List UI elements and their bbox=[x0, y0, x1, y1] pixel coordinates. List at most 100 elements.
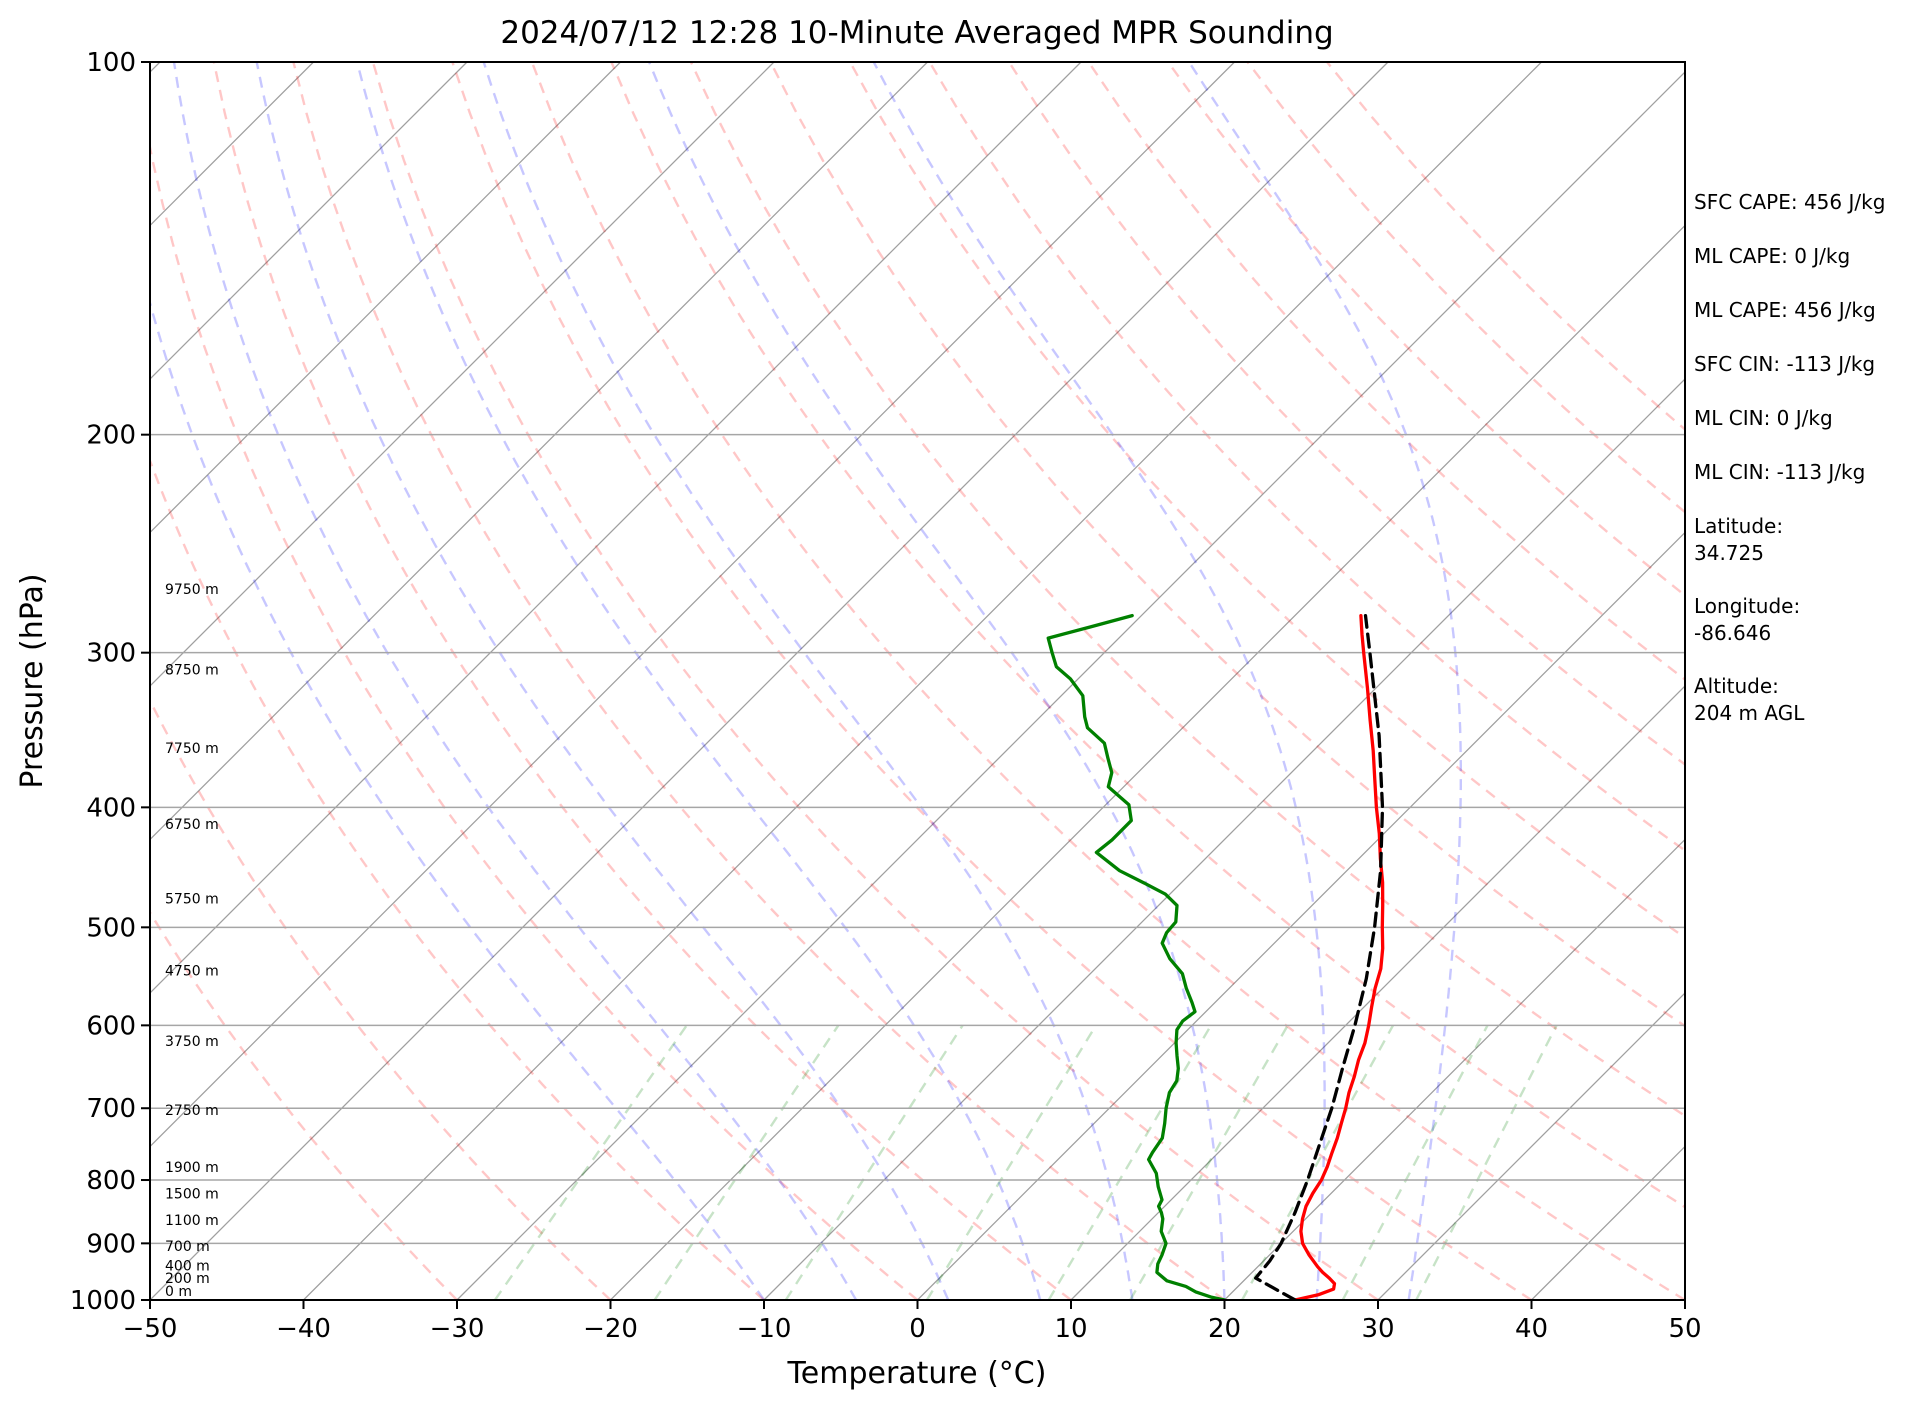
moist-adiabat-line bbox=[172, 62, 858, 1300]
dry-adiabat-line bbox=[848, 62, 1685, 940]
x-tick-label: −40 bbox=[276, 1314, 331, 1344]
dry-adiabat-line bbox=[292, 62, 1226, 1300]
x-tick-label: −10 bbox=[737, 1314, 792, 1344]
sounding-parameter: SFC CIN: -113 J/kg bbox=[1694, 352, 1875, 376]
x-tick-label: 50 bbox=[1668, 1314, 1701, 1344]
y-tick-label: 200 bbox=[86, 421, 136, 451]
isotherm-line bbox=[150, 62, 775, 687]
dry-adiabat-line bbox=[689, 62, 1685, 1118]
mixing-ratio-line bbox=[1415, 1024, 1558, 1300]
dewpoint-profile bbox=[1046, 613, 1227, 1300]
sounding-parameter: -86.646 bbox=[1694, 621, 1771, 645]
y-tick-label: 900 bbox=[86, 1229, 136, 1259]
isotherm-line bbox=[150, 62, 1389, 1300]
altitude-label: 3750 m bbox=[165, 1034, 219, 1050]
dry-adiabat-line bbox=[928, 62, 1685, 852]
altitude-label: 7750 m bbox=[165, 741, 219, 757]
x-tick-label: −20 bbox=[583, 1314, 638, 1344]
altitude-label: 700 m bbox=[165, 1239, 210, 1255]
moist-adiabat-line bbox=[872, 62, 1326, 1300]
moist-adiabat-line bbox=[1187, 62, 1462, 1300]
x-tick-label: 20 bbox=[1208, 1314, 1241, 1344]
dry-adiabat-line bbox=[371, 62, 1379, 1300]
isotherm-line bbox=[1377, 992, 1685, 1300]
altitude-label: 4750 m bbox=[165, 964, 219, 980]
sounding-parameter: SFC CAPE: 456 J/kg bbox=[1694, 190, 1885, 214]
y-tick-label: 100 bbox=[86, 48, 136, 78]
sounding-parameter: 204 m AGL bbox=[1694, 701, 1805, 725]
sounding-parameter: ML CAPE: 0 J/kg bbox=[1694, 244, 1850, 268]
sounding-parameter: Longitude: bbox=[1694, 594, 1800, 618]
isotherm-line bbox=[150, 62, 928, 841]
isotherm-line bbox=[610, 224, 1685, 1300]
sounding-parameter: ML CIN: -113 J/kg bbox=[1694, 460, 1865, 484]
moist-adiabat-line bbox=[255, 62, 950, 1300]
altitude-label: 400 m bbox=[165, 1258, 210, 1274]
y-tick-label: 600 bbox=[86, 1011, 136, 1041]
isotherm-line bbox=[303, 62, 1542, 1300]
altitude-label: 200 m bbox=[165, 1271, 210, 1287]
sounding-parameter: Altitude: bbox=[1694, 674, 1779, 698]
y-tick-label: 800 bbox=[86, 1166, 136, 1196]
x-axis-ticks: −50 −40 −30 −20 −10 0 10 20 30 40 50 bbox=[123, 1300, 1702, 1344]
isotherm-line bbox=[763, 378, 1685, 1300]
mixing-ratio-line bbox=[653, 1024, 840, 1300]
dry-adiabat-line bbox=[150, 910, 458, 1300]
chart-title: 2024/07/12 12:28 10-Minute Averaged MPR … bbox=[500, 15, 1333, 51]
x-tick-label: −30 bbox=[430, 1314, 485, 1344]
sounding-parameter: 34.725 bbox=[1694, 541, 1764, 565]
y-axis-ticks: 100 200 300 400 500 600 700 800 900 1000 bbox=[70, 48, 150, 1316]
y-tick-label: 400 bbox=[86, 793, 136, 823]
dry-adiabat-line bbox=[530, 62, 1685, 1300]
y-tick-label: 500 bbox=[86, 913, 136, 943]
isotherm-line bbox=[1070, 685, 1685, 1300]
altitude-label: 6750 m bbox=[165, 817, 219, 833]
altitude-label: 0 m bbox=[165, 1284, 192, 1300]
altitude-label: 2750 m bbox=[165, 1103, 219, 1119]
altitude-labels: 9750 m 8750 m 7750 m 6750 m 5750 m 4750 m 3750… bbox=[165, 582, 219, 1300]
isotherm-line bbox=[150, 62, 1082, 994]
x-tick-label: 40 bbox=[1515, 1314, 1548, 1344]
data-series bbox=[1046, 613, 1385, 1300]
isotherm-line bbox=[150, 62, 621, 534]
dry-adiabat-line bbox=[1167, 62, 1685, 597]
dry-adiabat-line bbox=[769, 62, 1685, 1028]
moist-adiabat-line bbox=[482, 62, 1134, 1300]
dry-adiabat-line bbox=[610, 62, 1685, 1209]
x-axis-label: Temperature (°C) bbox=[787, 1356, 1047, 1391]
isotherm-line bbox=[1224, 838, 1685, 1300]
mixing-ratio-line bbox=[1047, 1024, 1213, 1300]
x-tick-label: 10 bbox=[1054, 1314, 1087, 1344]
dry-adiabat-line bbox=[451, 62, 1533, 1300]
moist-adiabat-line bbox=[647, 62, 1226, 1300]
y-axis-label: Pressure (hPa) bbox=[15, 573, 50, 788]
isotherm-line bbox=[150, 62, 468, 380]
sounding-parameter: Latitude: bbox=[1694, 514, 1783, 538]
altitude-label: 1500 m bbox=[165, 1187, 219, 1203]
reference-lines bbox=[150, 62, 1685, 1300]
mixing-ratio-line bbox=[1129, 1024, 1289, 1300]
y-tick-label: 700 bbox=[86, 1094, 136, 1124]
sounding-parameter: ML CIN: 0 J/kg bbox=[1694, 406, 1833, 430]
dry-adiabat-line bbox=[212, 62, 1072, 1300]
altitude-label: 1900 m bbox=[165, 1160, 219, 1176]
temperature-profile bbox=[1293, 613, 1385, 1300]
sounding-parameter: ML CAPE: 456 J/kg bbox=[1694, 298, 1876, 322]
sounding-parameters-panel: SFC CAPE: 456 J/kg ML CAPE: 0 J/kg ML CAPE… bbox=[1694, 190, 1885, 725]
isotherm-line bbox=[917, 531, 1685, 1300]
y-tick-label: 1000 bbox=[70, 1286, 136, 1316]
dry-adiabat-line bbox=[150, 141, 919, 1300]
isotherm-line bbox=[456, 71, 1685, 1300]
altitude-label: 1100 m bbox=[165, 1213, 219, 1229]
x-tick-label: 30 bbox=[1361, 1314, 1394, 1344]
x-tick-label: −50 bbox=[123, 1314, 178, 1344]
mixing-ratio-line bbox=[925, 1024, 1098, 1300]
altitude-label: 9750 m bbox=[165, 582, 219, 598]
isotherm-line bbox=[150, 62, 1235, 1148]
y-tick-label: 300 bbox=[86, 639, 136, 669]
parcel-profile bbox=[1254, 613, 1385, 1300]
x-tick-label: 0 bbox=[909, 1314, 926, 1344]
mixing-ratio-line bbox=[1341, 1024, 1489, 1300]
mixing-ratio-line bbox=[784, 1024, 964, 1300]
pressure-gridlines bbox=[150, 433, 1685, 1245]
